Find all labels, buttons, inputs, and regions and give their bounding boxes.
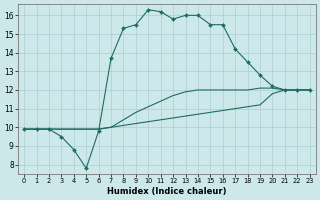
X-axis label: Humidex (Indice chaleur): Humidex (Indice chaleur) — [107, 187, 227, 196]
